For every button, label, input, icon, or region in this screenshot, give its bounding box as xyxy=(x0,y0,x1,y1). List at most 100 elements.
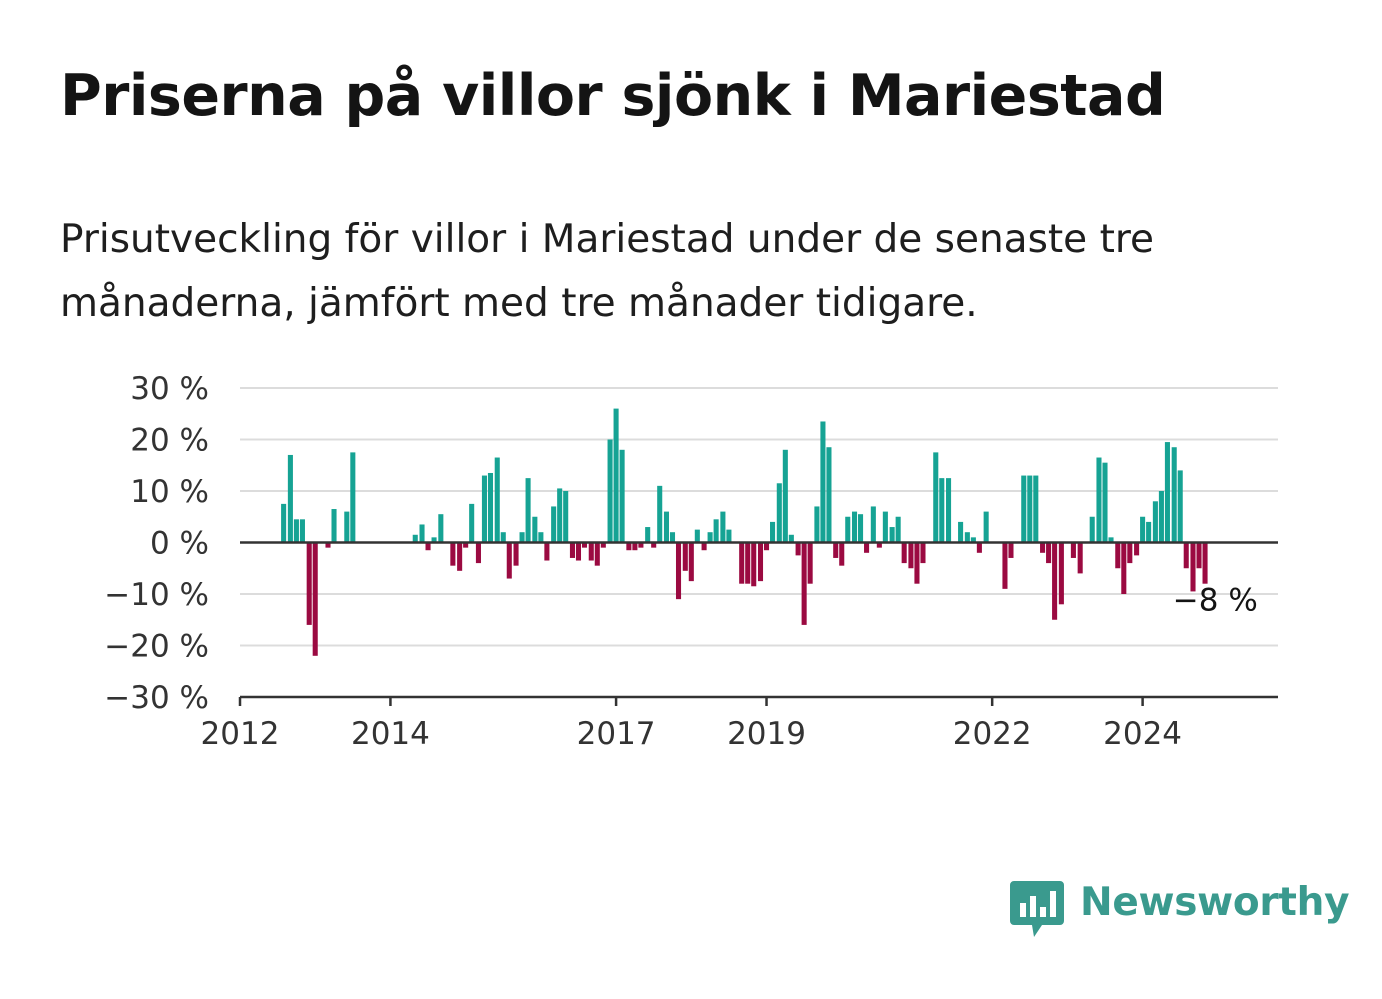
x-tick-label: 2014 xyxy=(351,716,430,752)
bar xyxy=(632,542,638,551)
bar xyxy=(532,516,538,543)
bar xyxy=(469,503,475,543)
bar xyxy=(651,542,657,548)
bar xyxy=(682,542,688,571)
brand-name: Newsworthy xyxy=(1080,880,1350,925)
bar xyxy=(544,542,550,561)
bar xyxy=(763,542,770,551)
bar xyxy=(500,532,506,543)
bar xyxy=(350,452,356,543)
bar xyxy=(551,506,557,543)
bar xyxy=(914,542,920,584)
x-tick-label: 2012 xyxy=(201,716,280,752)
bar xyxy=(958,521,964,543)
bar xyxy=(889,527,895,543)
bar xyxy=(525,478,531,543)
bar xyxy=(745,542,751,584)
bar xyxy=(946,478,952,543)
bar xyxy=(1077,542,1083,574)
bar xyxy=(569,542,575,558)
bar xyxy=(481,475,487,543)
x-tick-label: 2024 xyxy=(1103,716,1182,752)
bar xyxy=(757,542,764,582)
bar xyxy=(707,532,713,543)
bar xyxy=(820,421,826,543)
bar xyxy=(1121,542,1127,594)
bar xyxy=(287,454,293,543)
bar xyxy=(626,542,632,551)
y-tick-label: 0 % xyxy=(150,526,209,562)
last-value-label: −8 % xyxy=(1173,583,1258,619)
bar xyxy=(506,542,512,579)
bar xyxy=(645,527,651,543)
bar xyxy=(1027,475,1033,543)
bar xyxy=(419,524,425,543)
bar xyxy=(638,542,644,548)
bar xyxy=(325,542,331,548)
bar xyxy=(344,511,350,543)
bar xyxy=(770,521,776,543)
bar xyxy=(858,514,864,543)
bar xyxy=(1127,542,1133,564)
bar xyxy=(1033,475,1039,543)
bar xyxy=(839,542,845,566)
bar xyxy=(1140,516,1146,543)
bar xyxy=(939,478,945,543)
chart-title: Priserna på villor sjönk i Mariestad xyxy=(60,63,1166,129)
bar xyxy=(876,542,882,548)
bar-chart-icon xyxy=(1010,881,1064,937)
bar xyxy=(494,457,500,543)
bar xyxy=(1008,542,1014,558)
bar xyxy=(908,542,914,569)
bar xyxy=(701,542,707,551)
bar xyxy=(425,542,431,551)
gridlines xyxy=(240,387,1278,647)
bar xyxy=(293,519,299,543)
y-tick-label: −30 % xyxy=(104,680,209,716)
bar xyxy=(788,534,794,543)
bar xyxy=(299,519,305,543)
y-tick-label: −10 % xyxy=(104,577,209,613)
bar xyxy=(1046,542,1052,564)
bar xyxy=(613,408,619,543)
bars xyxy=(281,408,1208,656)
bar xyxy=(833,542,839,558)
bar xyxy=(688,542,694,582)
bar xyxy=(776,483,782,543)
bar xyxy=(1196,542,1202,569)
y-tick-label: 10 % xyxy=(130,474,209,510)
bar xyxy=(557,488,563,543)
bar xyxy=(826,447,832,543)
bar xyxy=(563,491,569,543)
bar xyxy=(594,542,600,566)
bar xyxy=(463,542,469,548)
bar xyxy=(588,542,594,561)
bar xyxy=(1102,462,1108,543)
bar xyxy=(1089,516,1095,543)
bar xyxy=(782,449,788,543)
bar xyxy=(694,529,700,543)
bar xyxy=(669,532,676,543)
bar xyxy=(882,511,888,543)
bar xyxy=(1171,447,1177,543)
bar xyxy=(600,542,606,548)
bar xyxy=(720,511,726,543)
bar xyxy=(1183,542,1189,569)
bar xyxy=(312,542,318,656)
bar xyxy=(1152,501,1158,543)
bar xyxy=(450,542,456,566)
bar xyxy=(933,452,939,543)
bar xyxy=(970,537,976,543)
bar xyxy=(1002,542,1008,589)
x-tick-label: 2019 xyxy=(727,716,806,752)
x-tick-label: 2022 xyxy=(953,716,1032,752)
bar xyxy=(663,511,670,543)
bar xyxy=(901,542,907,564)
bar xyxy=(1177,470,1183,543)
bar xyxy=(431,537,437,543)
bar xyxy=(895,516,901,543)
bar xyxy=(964,532,970,543)
bar xyxy=(412,534,418,543)
bar xyxy=(1164,442,1170,543)
bar xyxy=(475,542,481,564)
